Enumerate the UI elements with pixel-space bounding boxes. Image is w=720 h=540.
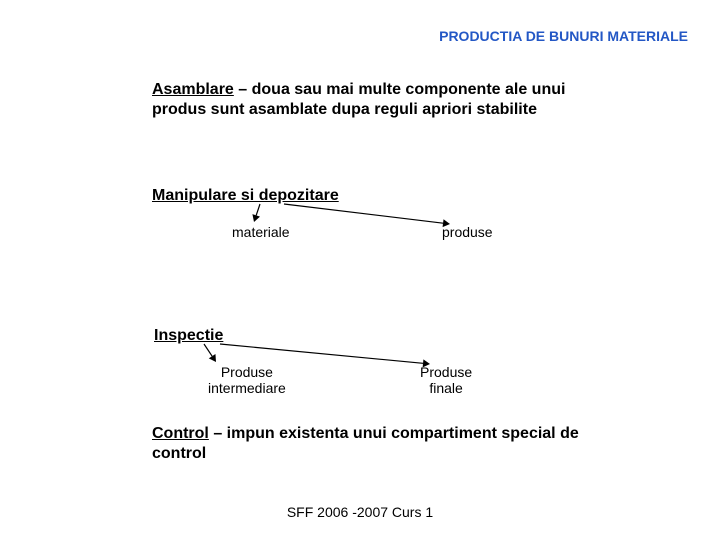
section-manipulare: Manipulare si depozitare <box>152 186 339 206</box>
manipulare-child-left: materiale <box>232 224 290 240</box>
section-asamblare: Asamblare – doua sau mai multe component… <box>152 80 592 120</box>
control-label: Control <box>152 425 209 442</box>
section-inspectie: Inspectie <box>154 326 223 346</box>
page-title: PRODUCTIA DE BUNURI MATERIALE <box>439 28 688 44</box>
section-control: Control – impun existenta unui compartim… <box>152 424 592 464</box>
inspectie-child-left: Produse intermediare <box>208 364 286 396</box>
footer-text: SFF 2006 -2007 Curs 1 <box>0 504 720 520</box>
manipulare-child-right: produse <box>442 224 493 240</box>
manipulare-label: Manipulare si depozitare <box>152 187 339 204</box>
asamblare-label: Asamblare <box>152 81 234 98</box>
inspectie-label: Inspectie <box>154 327 223 344</box>
inspectie-child-right: Produse finale <box>420 364 472 396</box>
control-rest: – impun existenta unui compartiment spec… <box>152 425 579 462</box>
